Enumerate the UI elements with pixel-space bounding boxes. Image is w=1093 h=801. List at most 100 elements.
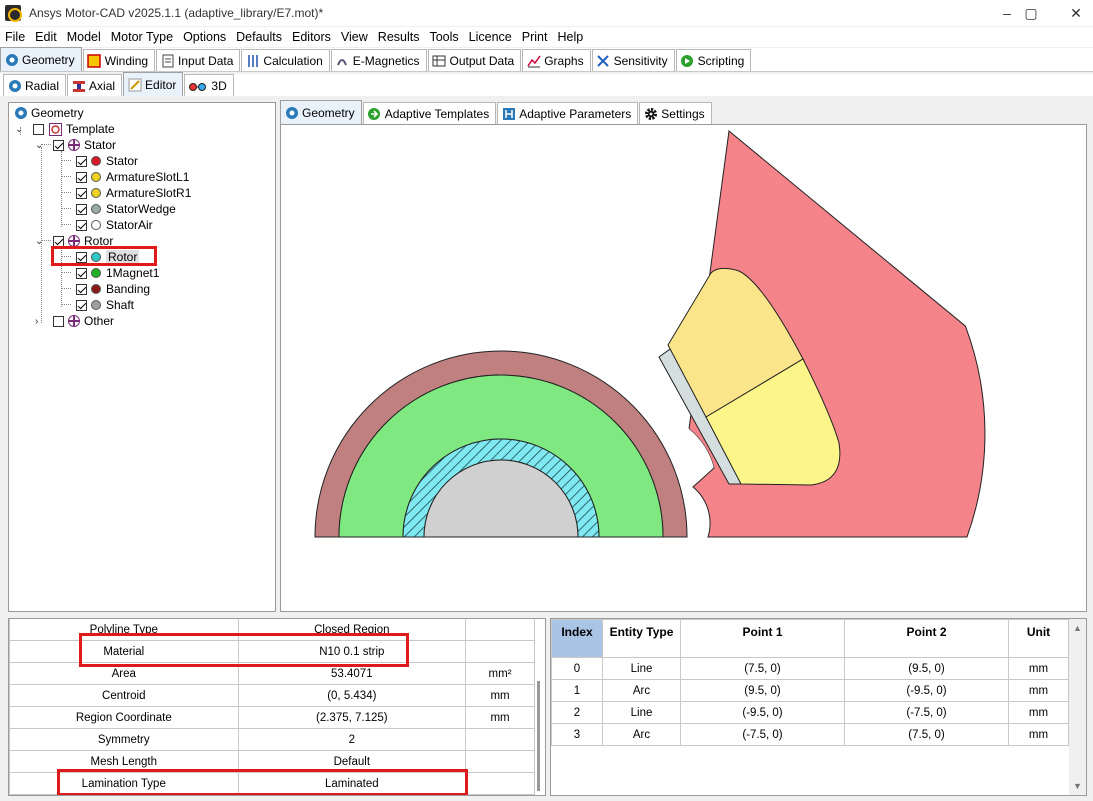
- tree-item-shaft[interactable]: Shaft: [76, 297, 134, 313]
- property-value[interactable]: Default: [237, 750, 467, 773]
- menu-motor-type[interactable]: Motor Type: [110, 30, 174, 44]
- property-value[interactable]: 53.4071: [237, 662, 467, 685]
- minimize-button[interactable]: –: [1003, 5, 1011, 21]
- tree-item-template[interactable]: ⌄ Template: [15, 121, 115, 137]
- table-cell[interactable]: (7.5, 0): [680, 657, 845, 680]
- property-value[interactable]: Laminated: [237, 772, 467, 795]
- column-header[interactable]: Point 2: [844, 619, 1009, 658]
- tree-checkbox[interactable]: [76, 171, 87, 183]
- menu-defaults[interactable]: Defaults: [236, 30, 283, 44]
- menu-editors[interactable]: Editors: [292, 30, 331, 44]
- tree-item-stator-group[interactable]: ⌄ Stator: [35, 137, 116, 153]
- table-row[interactable]: 0 Line (7.5, 0) (9.5, 0) mm: [551, 657, 1069, 680]
- tree-checkbox[interactable]: [53, 139, 64, 151]
- property-row[interactable]: Material N10 0.1 strip: [9, 640, 535, 663]
- tab-output-data[interactable]: Output Data: [427, 49, 522, 71]
- column-header[interactable]: Point 1: [680, 619, 845, 658]
- column-header[interactable]: Unit: [1008, 619, 1069, 658]
- maximize-button[interactable]: ▢: [1024, 4, 1038, 21]
- tree-item-rotor-group[interactable]: ⌄ Rotor: [35, 233, 113, 249]
- property-row[interactable]: Area 53.4071 mm²: [9, 662, 535, 685]
- chevron-down-icon[interactable]: ⌄: [35, 139, 44, 151]
- table-cell[interactable]: (-7.5, 0): [844, 701, 1009, 724]
- table-row[interactable]: 2 Line (-9.5, 0) (-7.5, 0) mm: [551, 701, 1069, 724]
- tab-editor[interactable]: Editor: [123, 72, 184, 96]
- property-value[interactable]: (0, 5.434): [237, 684, 467, 707]
- tree-checkbox[interactable]: [76, 267, 87, 279]
- property-value[interactable]: Closed Region: [237, 619, 467, 641]
- tree-checkbox[interactable]: [76, 187, 87, 199]
- tab-geometry[interactable]: Geometry: [0, 47, 82, 71]
- close-button[interactable]: ✕: [1070, 4, 1082, 21]
- chevron-down-icon[interactable]: ⌄: [35, 235, 44, 247]
- tab-e-magnetics[interactable]: E-Magnetics: [330, 49, 427, 71]
- armature-slot-right-region[interactable]: [705, 358, 841, 486]
- menu-edit[interactable]: Edit: [35, 30, 57, 44]
- property-value[interactable]: (2.375, 7.125): [237, 706, 467, 729]
- tab-axial[interactable]: Axial: [67, 74, 123, 96]
- scrollbar-thumb[interactable]: [537, 681, 540, 791]
- tree-checkbox[interactable]: [76, 299, 87, 311]
- scroll-down-icon[interactable]: ▼: [1073, 781, 1082, 791]
- tab-view-geometry[interactable]: Geometry: [280, 100, 362, 124]
- tab-settings[interactable]: Settings: [639, 102, 712, 124]
- tree-item-rotor[interactable]: Rotor: [76, 249, 140, 265]
- tab-winding[interactable]: Winding: [82, 49, 156, 71]
- vertical-scrollbar[interactable]: ▲ ▼: [1069, 619, 1086, 795]
- tree-checkbox[interactable]: [76, 155, 87, 167]
- tree-item-geometry[interactable]: Geometry: [13, 105, 84, 121]
- tree-checkbox[interactable]: [76, 203, 87, 215]
- tree-checkbox[interactable]: [76, 283, 87, 295]
- property-row[interactable]: Centroid (0, 5.434) mm: [9, 684, 535, 707]
- menu-licence[interactable]: Licence: [468, 30, 512, 44]
- tree-item-1magnet1[interactable]: 1Magnet1: [76, 265, 159, 281]
- menu-options[interactable]: Options: [183, 30, 227, 44]
- armature-slot-left-region[interactable]: [667, 267, 804, 418]
- property-row[interactable]: Polyline Type Closed Region: [9, 619, 535, 641]
- tree-item-statorwedge[interactable]: StatorWedge: [76, 201, 176, 217]
- tree-item-other[interactable]: › Other: [35, 313, 114, 329]
- tree-checkbox[interactable]: [53, 315, 64, 327]
- property-row[interactable]: Lamination Type Laminated: [9, 772, 535, 795]
- menu-tools[interactable]: Tools: [429, 30, 459, 44]
- chevron-right-icon[interactable]: ›: [35, 315, 39, 327]
- column-header[interactable]: Index: [551, 619, 603, 658]
- tab-adaptive-parameters[interactable]: Adaptive Parameters: [497, 102, 639, 124]
- tree-item-stator[interactable]: Stator: [76, 153, 138, 169]
- menu-model[interactable]: Model: [66, 30, 101, 44]
- tree-checkbox[interactable]: [53, 235, 64, 247]
- menu-help[interactable]: Help: [557, 30, 584, 44]
- table-cell[interactable]: (-9.5, 0): [680, 701, 845, 724]
- table-cell[interactable]: (9.5, 0): [844, 657, 1009, 680]
- property-value[interactable]: N10 0.1 strip: [237, 640, 467, 663]
- table-cell[interactable]: (-7.5, 0): [680, 723, 845, 746]
- shaft-region[interactable]: [423, 459, 579, 538]
- property-row[interactable]: Region Coordinate (2.375, 7.125) mm: [9, 706, 535, 729]
- property-value[interactable]: 2: [237, 728, 467, 751]
- chevron-down-icon[interactable]: ⌄: [15, 123, 24, 135]
- menu-results[interactable]: Results: [377, 30, 420, 44]
- geometry-canvas[interactable]: [280, 124, 1087, 612]
- menu-print[interactable]: Print: [521, 30, 548, 44]
- tree-item-armatureslotl1[interactable]: ArmatureSlotL1: [76, 169, 189, 185]
- property-row[interactable]: Mesh Length Default: [9, 750, 535, 773]
- tree-item-statorair[interactable]: StatorAir: [76, 217, 153, 233]
- tree-item-banding[interactable]: Banding: [76, 281, 150, 297]
- table-row[interactable]: 1 Arc (9.5, 0) (-9.5, 0) mm: [551, 679, 1069, 702]
- tab-adaptive-templates[interactable]: Adaptive Templates: [362, 102, 497, 124]
- tab-calculation[interactable]: Calculation: [241, 49, 330, 71]
- tab-scripting[interactable]: Scripting: [675, 49, 752, 71]
- tree-item-armatureslotr1[interactable]: ArmatureSlotR1: [76, 185, 191, 201]
- tab-input-data[interactable]: Input Data: [156, 49, 241, 71]
- tab-graphs[interactable]: Graphs: [522, 49, 591, 71]
- tree-checkbox[interactable]: [76, 219, 87, 231]
- menu-view[interactable]: View: [340, 30, 368, 44]
- scroll-up-icon[interactable]: ▲: [1073, 623, 1082, 633]
- menu-file[interactable]: File: [5, 30, 26, 44]
- tree-checkbox[interactable]: [76, 251, 87, 263]
- tab-radial[interactable]: Radial: [3, 74, 67, 96]
- motor-cross-section[interactable]: [281, 125, 1086, 611]
- tab-sensitivity[interactable]: Sensitivity: [591, 49, 675, 71]
- table-cell[interactable]: (-9.5, 0): [844, 679, 1009, 702]
- column-header[interactable]: Entity Type: [602, 619, 681, 658]
